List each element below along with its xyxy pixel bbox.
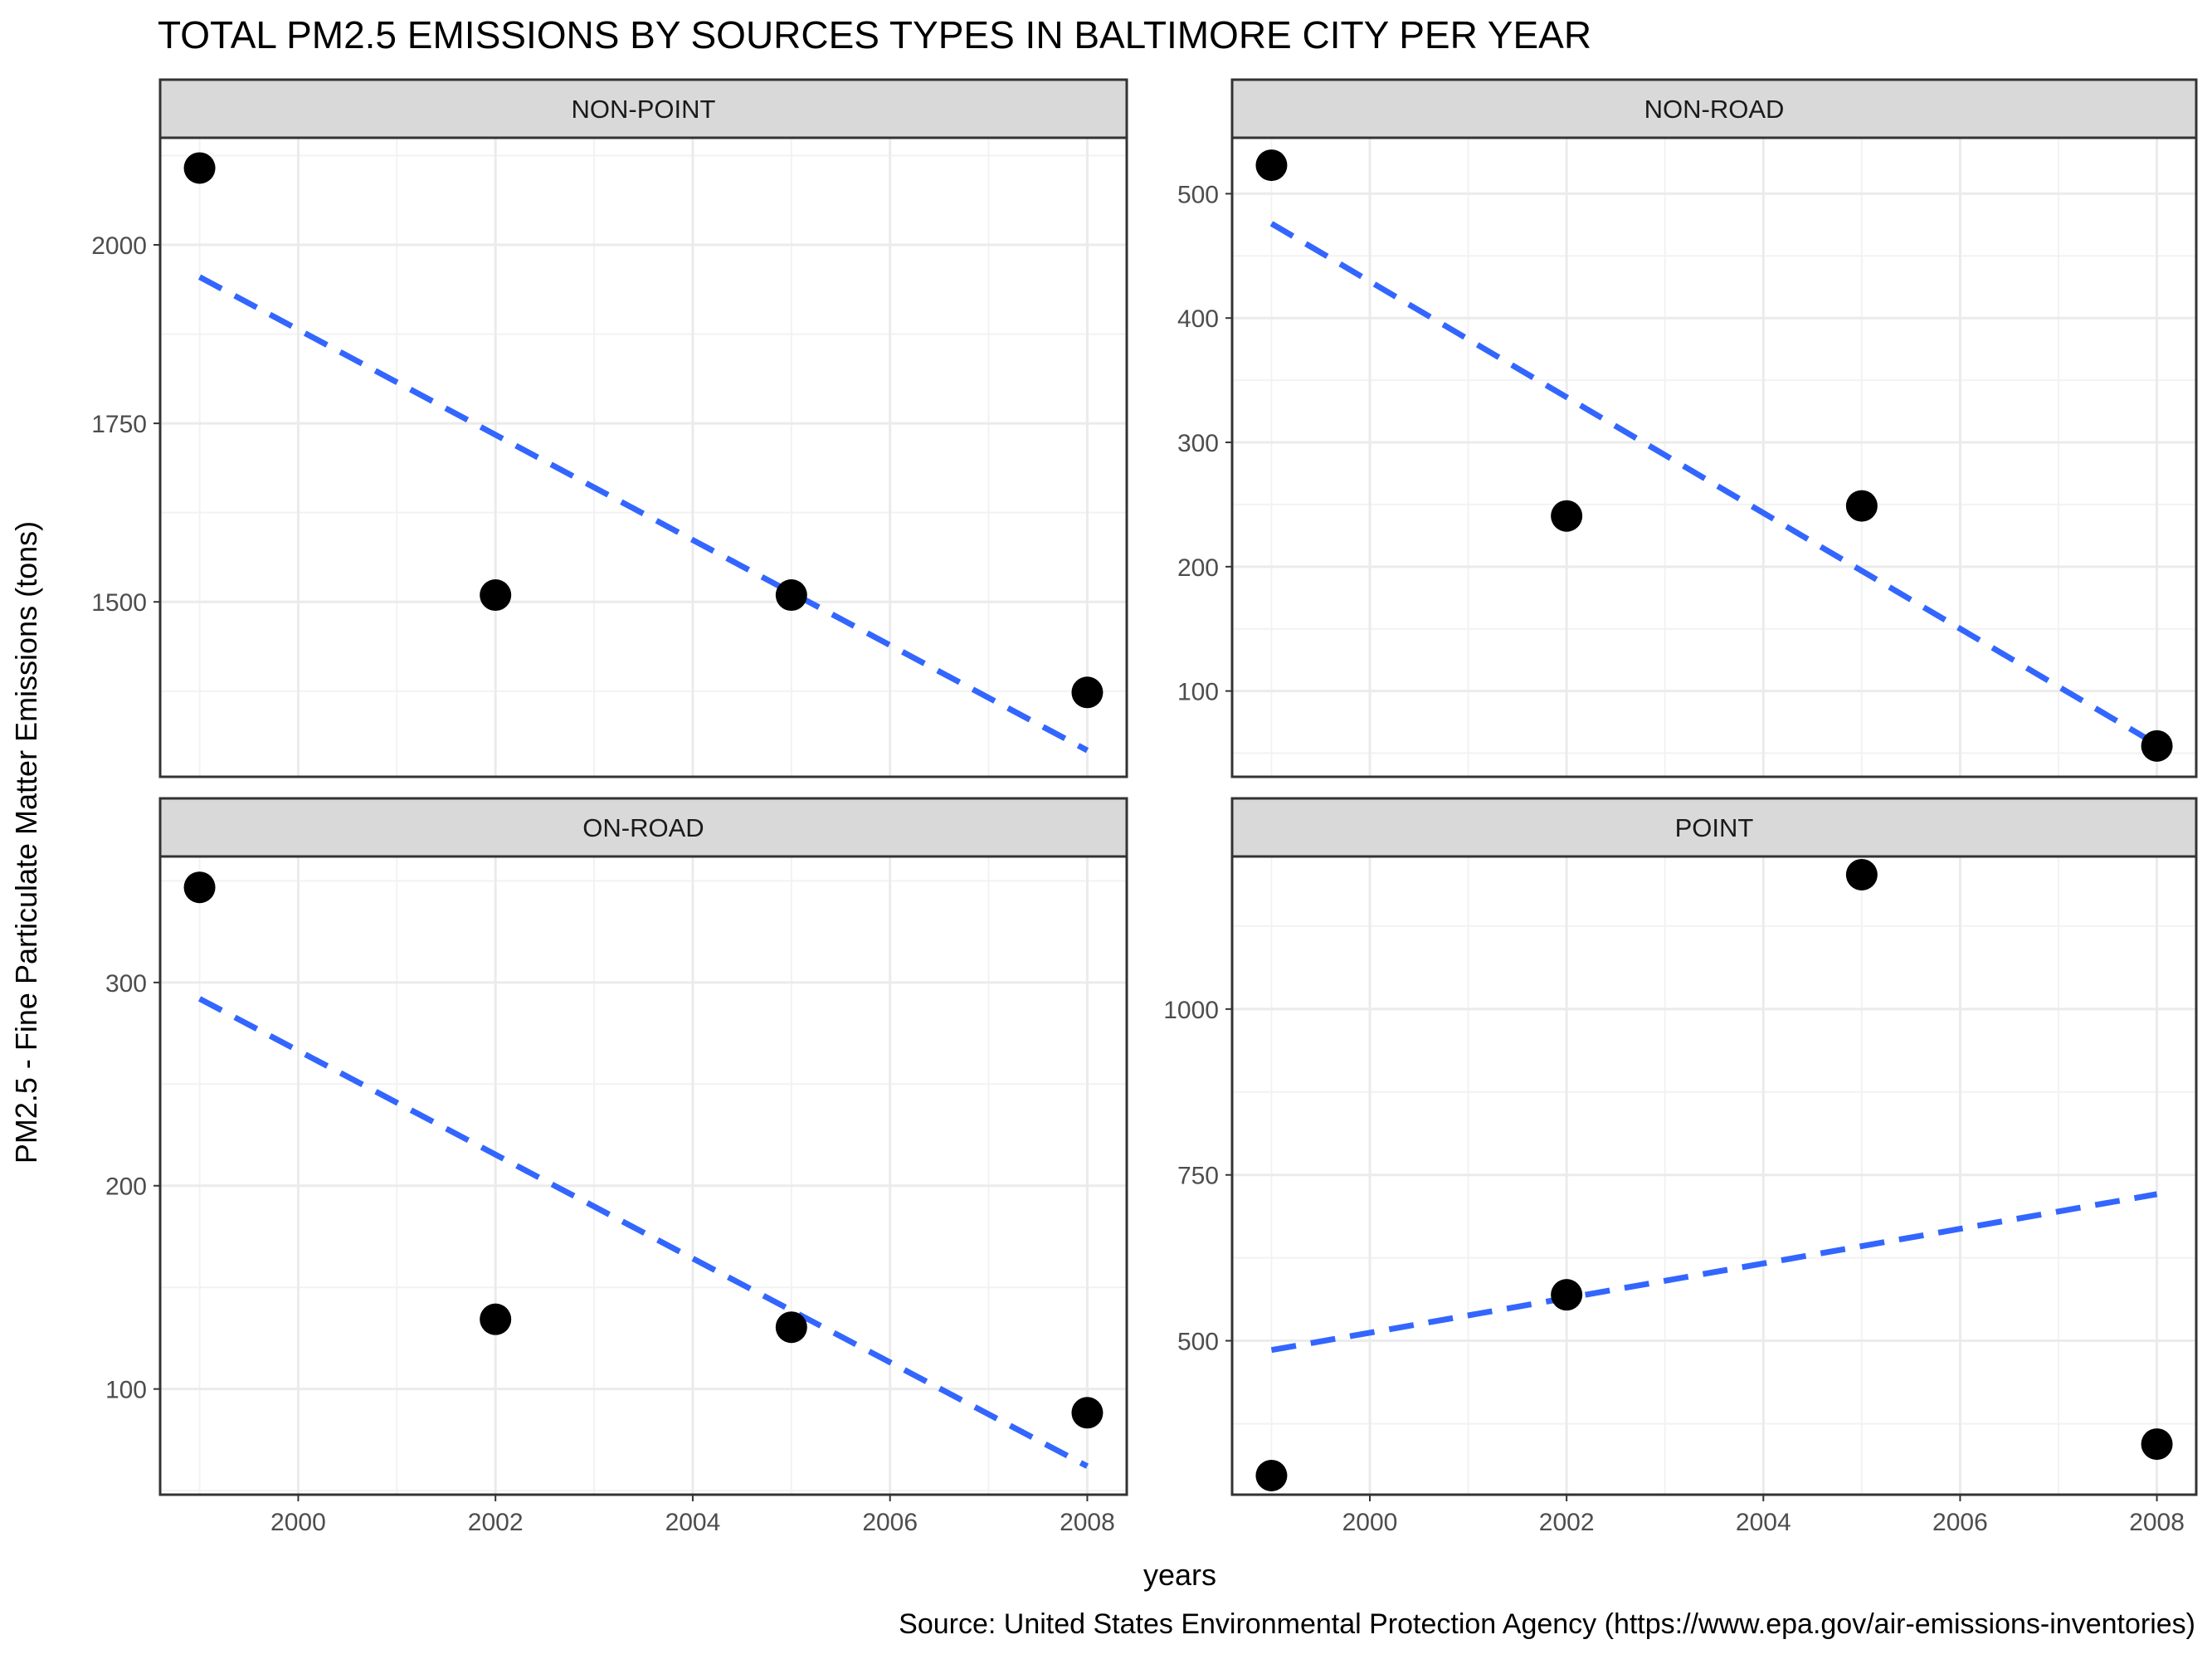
data-point	[1845, 490, 1878, 522]
trend-line	[197, 996, 1089, 1469]
y-tick-label: 750	[1177, 1163, 1219, 1190]
trend-line	[197, 274, 1089, 754]
y-tick-label: 200	[105, 1173, 147, 1201]
plot-background	[160, 856, 1127, 1495]
facet-label: POINT	[1675, 813, 1754, 842]
x-tick-label: 2000	[270, 1509, 326, 1536]
data-point	[1551, 500, 1583, 532]
trend-line	[1270, 1191, 2158, 1354]
data-point	[1845, 858, 1878, 890]
x-tick-label: 2008	[2129, 1509, 2185, 1536]
data-point	[183, 152, 216, 184]
data-point	[1551, 1279, 1583, 1311]
x-tick-label: 2000	[1342, 1509, 1398, 1536]
plot-background	[160, 138, 1127, 777]
y-tick-label: 300	[1177, 430, 1219, 457]
y-tick-label: 300	[105, 970, 147, 998]
x-tick-label: 2002	[468, 1509, 524, 1536]
y-tick-label: 100	[1177, 679, 1219, 706]
data-point	[183, 871, 216, 904]
facet-non-point: 1500 1750 2000 NON-POINT	[91, 78, 1128, 778]
data-point	[2141, 729, 2173, 762]
y-tick-label: 200	[1177, 554, 1219, 582]
x-tick-label: 2004	[665, 1509, 721, 1536]
data-point	[775, 579, 807, 612]
facet-point: 500 750 1000 2000 2002 2004 2006 2008 POINT	[1163, 797, 2198, 1536]
y-tick-label: 1500	[91, 589, 147, 617]
facet-panels: 1500 1750 2000 NON-POINT 100 200 300 400 500 NON-…	[91, 78, 2198, 1536]
facet-label: NON-ROAD	[1644, 95, 1785, 124]
data-point	[1255, 149, 1288, 182]
facet-strip	[1230, 78, 2198, 139]
chart-title: TOTAL PM2.5 EMISSIONS BY SOURCES TYPES I…	[158, 13, 1591, 56]
y-tick-label: 2000	[91, 232, 147, 260]
y-axis-label: PM2.5 - Fine Particulate Matter Emission…	[9, 521, 43, 1164]
y-tick-label: 500	[1177, 1329, 1219, 1356]
x-tick-label: 2008	[1060, 1509, 1115, 1536]
data-point	[1071, 676, 1104, 709]
x-tick-label: 2006	[1932, 1509, 1988, 1536]
facet-strip	[1230, 797, 2198, 858]
data-point	[775, 1311, 807, 1344]
data-point	[480, 1303, 512, 1335]
x-axis-label: years	[1143, 1558, 1216, 1592]
trend-line	[1269, 221, 2159, 748]
x-tick-label: 2002	[1539, 1509, 1595, 1536]
y-tick-label: 500	[1177, 181, 1219, 208]
facet-strip	[158, 78, 1128, 139]
facet-label: NON-POINT	[572, 95, 716, 124]
facet-label: ON-ROAD	[582, 813, 704, 842]
data-point	[2141, 1428, 2173, 1461]
x-tick-label: 2006	[862, 1509, 918, 1536]
data-point	[480, 579, 512, 612]
facet-strip	[158, 797, 1128, 858]
data-point	[1255, 1459, 1288, 1491]
facet-on-road: 100 200 300 2000 2002 2004 2006 2008 ON-ROAD	[105, 797, 1128, 1536]
facet-non-road: 100 200 300 400 500 NON-ROAD	[1177, 78, 2198, 778]
y-tick-label: 1000	[1163, 997, 1219, 1024]
data-point	[1071, 1397, 1104, 1429]
y-tick-label: 1750	[91, 411, 147, 438]
y-tick-label: 400	[1177, 305, 1219, 333]
source-caption: Source: United States Environmental Prot…	[899, 1608, 2195, 1640]
x-tick-label: 2004	[1736, 1509, 1791, 1536]
plot-background	[1232, 138, 2196, 777]
y-tick-label: 100	[105, 1377, 147, 1404]
